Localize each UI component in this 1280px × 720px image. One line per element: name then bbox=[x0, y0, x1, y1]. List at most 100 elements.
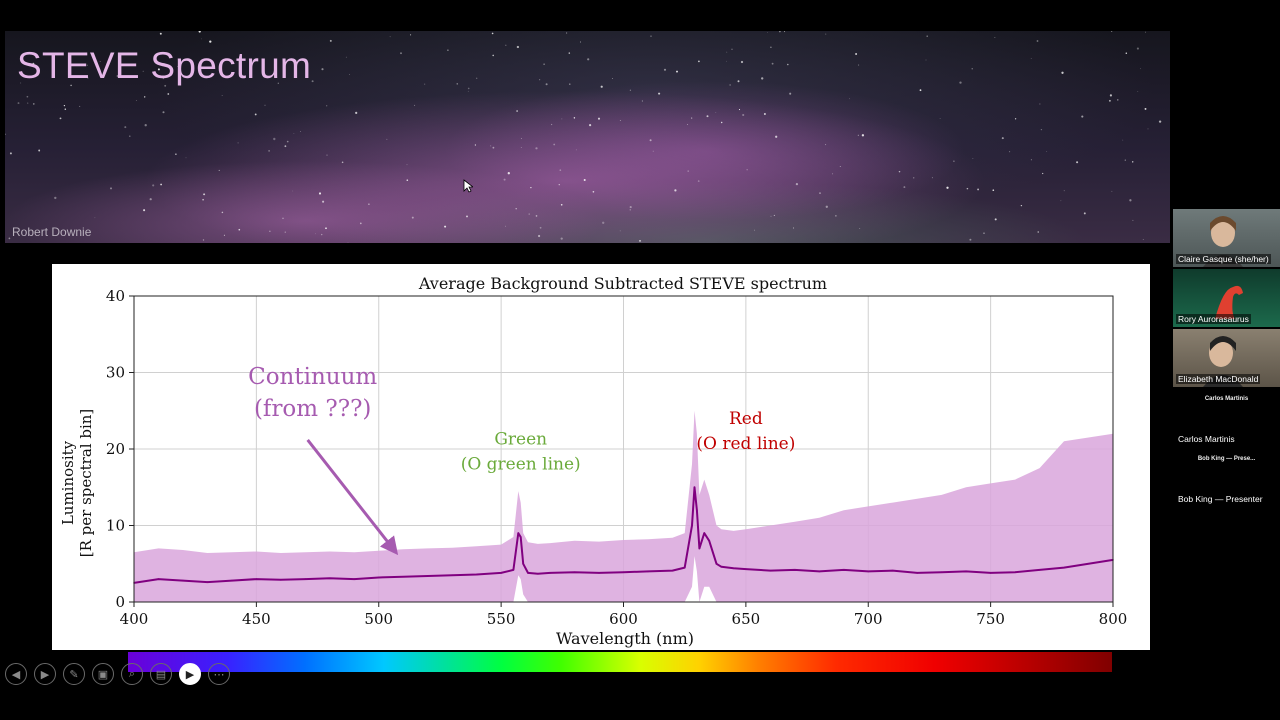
star bbox=[1111, 31, 1113, 32]
data-point bbox=[647, 570, 649, 573]
star bbox=[20, 82, 22, 84]
data-point bbox=[537, 572, 539, 575]
participant-name: Rory Aurorasaurus bbox=[1176, 314, 1251, 324]
star bbox=[326, 154, 328, 156]
star bbox=[520, 138, 522, 139]
y-tick-label: 10 bbox=[106, 517, 125, 535]
star bbox=[859, 228, 861, 229]
star bbox=[209, 40, 212, 43]
star bbox=[861, 134, 865, 137]
participant-tile[interactable]: Elizabeth MacDonald bbox=[1173, 329, 1280, 387]
data-point bbox=[696, 509, 698, 511]
star bbox=[269, 230, 271, 232]
data-point bbox=[517, 532, 520, 534]
star bbox=[491, 32, 494, 35]
data-point bbox=[720, 566, 723, 568]
star bbox=[87, 77, 89, 79]
slides-icon[interactable]: ▣ bbox=[92, 663, 114, 685]
next-icon[interactable]: ▶ bbox=[34, 663, 56, 685]
star bbox=[341, 161, 344, 164]
star bbox=[697, 60, 700, 63]
data-point bbox=[500, 572, 502, 574]
star bbox=[898, 170, 901, 173]
star bbox=[490, 145, 492, 147]
star bbox=[959, 81, 962, 84]
star bbox=[38, 149, 41, 152]
star bbox=[1030, 58, 1032, 59]
data-point bbox=[402, 575, 405, 578]
star bbox=[467, 90, 469, 92]
star bbox=[504, 225, 506, 227]
star bbox=[406, 164, 408, 166]
star bbox=[742, 113, 745, 117]
star bbox=[143, 209, 146, 212]
star bbox=[832, 173, 834, 175]
star bbox=[641, 100, 643, 102]
participant-tile[interactable]: Carlos Martinis Carlos Martinis bbox=[1173, 389, 1280, 447]
zoom-icon[interactable]: ⌕ bbox=[121, 663, 143, 685]
slide-banner-image: STEVE Spectrum Robert Downie bbox=[5, 31, 1170, 243]
star bbox=[321, 68, 324, 71]
star bbox=[953, 160, 955, 162]
data-point bbox=[867, 570, 870, 573]
x-tick-label: 450 bbox=[242, 610, 271, 628]
star bbox=[925, 59, 927, 61]
star bbox=[202, 239, 205, 241]
star bbox=[311, 80, 314, 83]
more-icon[interactable]: ⋯ bbox=[208, 663, 230, 685]
star bbox=[284, 145, 287, 148]
star bbox=[237, 142, 239, 144]
star bbox=[770, 46, 772, 48]
star bbox=[602, 221, 605, 224]
star bbox=[414, 104, 416, 106]
star bbox=[903, 186, 906, 189]
star bbox=[737, 80, 740, 83]
star bbox=[63, 104, 66, 107]
y-tick-label: 30 bbox=[106, 364, 125, 382]
star bbox=[507, 172, 510, 175]
annotation-continuum-subtitle: (from ???) bbox=[254, 396, 371, 422]
star bbox=[746, 169, 748, 171]
uncertainty-band bbox=[134, 410, 1113, 602]
star bbox=[706, 115, 709, 118]
star bbox=[761, 77, 764, 80]
camera-icon[interactable]: ▶ bbox=[179, 663, 201, 685]
spectrum-chart: 400 450 500 550 600 650 700 750 800 0 10 20 30 40 Con… bbox=[59, 274, 1127, 648]
data-point bbox=[353, 578, 356, 580]
visible-spectrum-bar bbox=[128, 652, 1112, 672]
star bbox=[561, 118, 563, 120]
star bbox=[639, 240, 641, 242]
previous-icon[interactable]: ◀ bbox=[5, 663, 27, 685]
y-tick-label: 0 bbox=[115, 593, 125, 611]
participant-name: Carlos Martinis bbox=[1176, 434, 1237, 444]
star bbox=[819, 192, 821, 194]
star bbox=[94, 217, 96, 219]
data-point bbox=[1014, 571, 1016, 573]
star bbox=[839, 165, 841, 168]
star bbox=[793, 227, 795, 229]
data-point bbox=[698, 547, 701, 550]
star bbox=[1142, 238, 1144, 241]
star bbox=[318, 192, 322, 195]
star bbox=[142, 70, 144, 72]
star bbox=[1124, 159, 1126, 161]
star bbox=[293, 133, 295, 134]
x-axis-label: Wavelength (nm) bbox=[556, 629, 694, 648]
data-point bbox=[732, 567, 735, 570]
subtitles-icon[interactable]: ▤ bbox=[150, 663, 172, 685]
star bbox=[550, 123, 553, 126]
star bbox=[589, 124, 592, 127]
star bbox=[185, 157, 187, 159]
star bbox=[223, 234, 225, 236]
star bbox=[329, 39, 332, 42]
star bbox=[492, 146, 495, 149]
star bbox=[86, 64, 88, 66]
pen-icon[interactable]: ✎ bbox=[63, 663, 85, 685]
star bbox=[1144, 107, 1147, 110]
star bbox=[977, 188, 980, 191]
participant-tile[interactable]: Bob King — Prese... Bob King — Presenter bbox=[1173, 449, 1280, 507]
participant-tile[interactable]: Rory Aurorasaurus bbox=[1173, 269, 1280, 327]
x-tick-label: 400 bbox=[120, 610, 149, 628]
participant-tile[interactable]: Claire Gasque (she/her) bbox=[1173, 209, 1280, 267]
slide-title: STEVE Spectrum bbox=[17, 45, 312, 86]
